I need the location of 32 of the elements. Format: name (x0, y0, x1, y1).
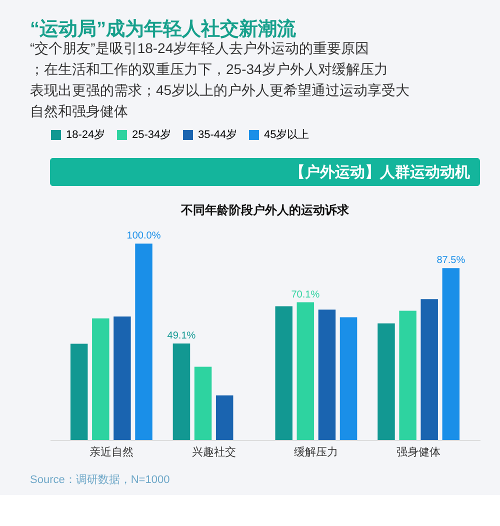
legend-label: 25-34岁 (132, 129, 172, 141)
bar (378, 323, 395, 440)
text: 不同年龄阶段户外人的运动诉求 (180, 203, 350, 217)
x-tick-label: 兴趣社交 (192, 446, 236, 458)
legend-label: 45岁以上 (264, 128, 310, 141)
bar (92, 318, 110, 440)
chart-title: “运动局”成为年轻人社交新潮流 (30, 18, 297, 40)
data-label: 49.1% (167, 330, 196, 342)
bar (442, 268, 460, 440)
x-tick-label: 强身健体 (396, 446, 441, 458)
bar (420, 299, 438, 440)
bar (135, 244, 152, 440)
bar (194, 366, 212, 440)
data-label: 100.0% (126, 230, 161, 242)
bar (318, 310, 336, 440)
data-label: 87.5% (436, 255, 466, 266)
legend-label: 35-44岁 (198, 129, 238, 141)
x-tick-label: 亲近自然 (89, 446, 134, 458)
bar (399, 310, 416, 440)
chart-subtitle: “交个朋友”是吸引18-24岁年轻人去户外运动的重要原因；在生活和工作的双重压力下，25-34岁户外人对缓解压力表现出更强的需求；45岁以上的户外人更希望通过运动享受大自然和强身健体 (30, 40, 410, 119)
bar (114, 316, 131, 440)
bar (340, 317, 358, 440)
bar (70, 344, 88, 440)
bar (172, 344, 190, 440)
data-label: 70.1% (291, 289, 320, 300)
bar (296, 302, 314, 440)
legend-label: 18-24岁 (66, 129, 106, 141)
x-tick-label: 缓解压力 (294, 446, 338, 458)
source-note: Source：调研数据，N=1000 (30, 474, 170, 486)
bar (275, 306, 292, 440)
bar (216, 395, 234, 440)
text: 【户外运动】人群运动动机 (290, 163, 470, 181)
